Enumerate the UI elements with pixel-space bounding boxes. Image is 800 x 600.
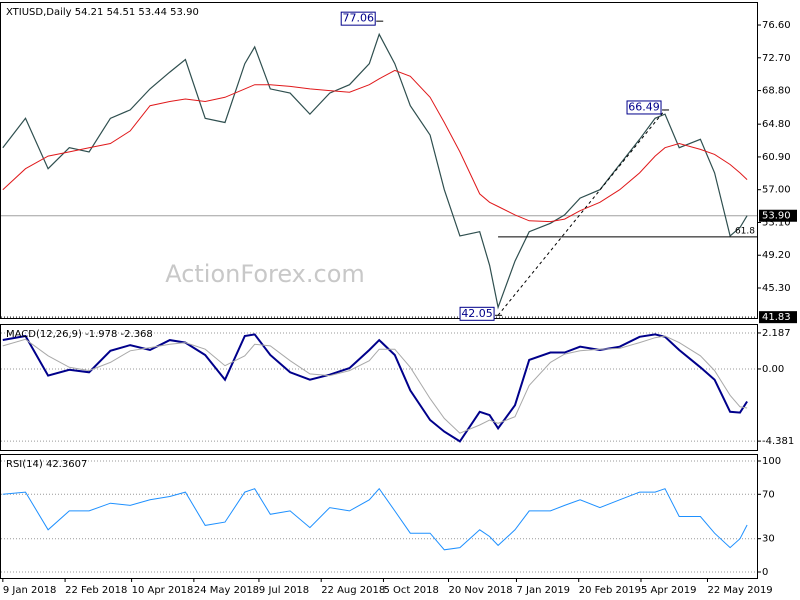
x-tick-label: 20 Nov 2018	[449, 585, 513, 596]
y-tick-label: 57.00	[762, 185, 791, 196]
y-tick-label: 49.20	[762, 250, 791, 261]
annotation-label: 66.49	[628, 100, 660, 113]
panel-title: MACD(12,26,9) -1.978 -2.368	[6, 329, 153, 340]
panel-border	[0, 2, 758, 319]
annotation-box	[626, 100, 662, 115]
x-tick-label: 22 Feb 2018	[65, 585, 127, 596]
x-tick-label: 9 Jul 2018	[259, 585, 309, 596]
y-tick-label: 53.10	[762, 217, 791, 228]
y-tick-label: 68.80	[762, 86, 791, 97]
y-tick-label: 0	[762, 567, 768, 578]
y-tick-label: 60.90	[762, 152, 791, 163]
series-line	[2, 487, 748, 551]
fib-label: 61.8	[735, 226, 755, 236]
y-tick-label: 100	[762, 456, 781, 467]
x-tick-label: 5 Apr 2019	[641, 585, 696, 596]
last-price-box	[759, 209, 797, 222]
panel-title: RSI(14) 42.3607	[6, 459, 87, 470]
level-box	[759, 311, 797, 324]
annotation-box	[459, 306, 495, 321]
y-tick-label: 70	[762, 489, 775, 500]
panel-title: XTIUSD,Daily 54.21 54.51 53.44 53.90	[6, 7, 199, 18]
series-line	[2, 69, 748, 223]
series-line	[2, 335, 748, 434]
last-price-label: 53.90	[762, 211, 791, 222]
y-tick-label: 30	[762, 534, 775, 545]
x-tick-label: 9 Jan 2018	[3, 585, 57, 596]
y-tick-label: 76.60	[762, 20, 791, 31]
x-tick-label: 22 May 2019	[707, 585, 772, 596]
y-tick-label: 64.80	[762, 119, 791, 130]
level-label: 41.83	[762, 312, 791, 323]
panel-border	[0, 454, 758, 579]
annotation-label: 77.06	[342, 12, 374, 25]
watermark: ActionForex.com	[165, 260, 365, 288]
x-tick-label: 24 May 2018	[194, 585, 259, 596]
x-tick-label: 7 Jan 2019	[516, 585, 570, 596]
x-tick-label: 10 Apr 2018	[132, 585, 194, 596]
x-tick-label: 5 Oct 2018	[383, 585, 438, 596]
y-tick-label: -4.381	[762, 436, 794, 447]
y-tick-label: 72.70	[762, 53, 791, 64]
annotation-box	[340, 11, 376, 26]
series-line	[2, 32, 748, 310]
y-tick-label: 45.30	[762, 283, 791, 294]
y-tick-label: 0.00	[762, 364, 784, 375]
x-tick-label: 20 Feb 2019	[579, 585, 641, 596]
trend-line	[497, 109, 666, 316]
x-tick-label: 22 Aug 2018	[321, 585, 385, 596]
y-tick-label: 2.187	[762, 328, 791, 339]
panel-border	[0, 324, 758, 451]
annotation-label: 42.05	[461, 307, 493, 320]
